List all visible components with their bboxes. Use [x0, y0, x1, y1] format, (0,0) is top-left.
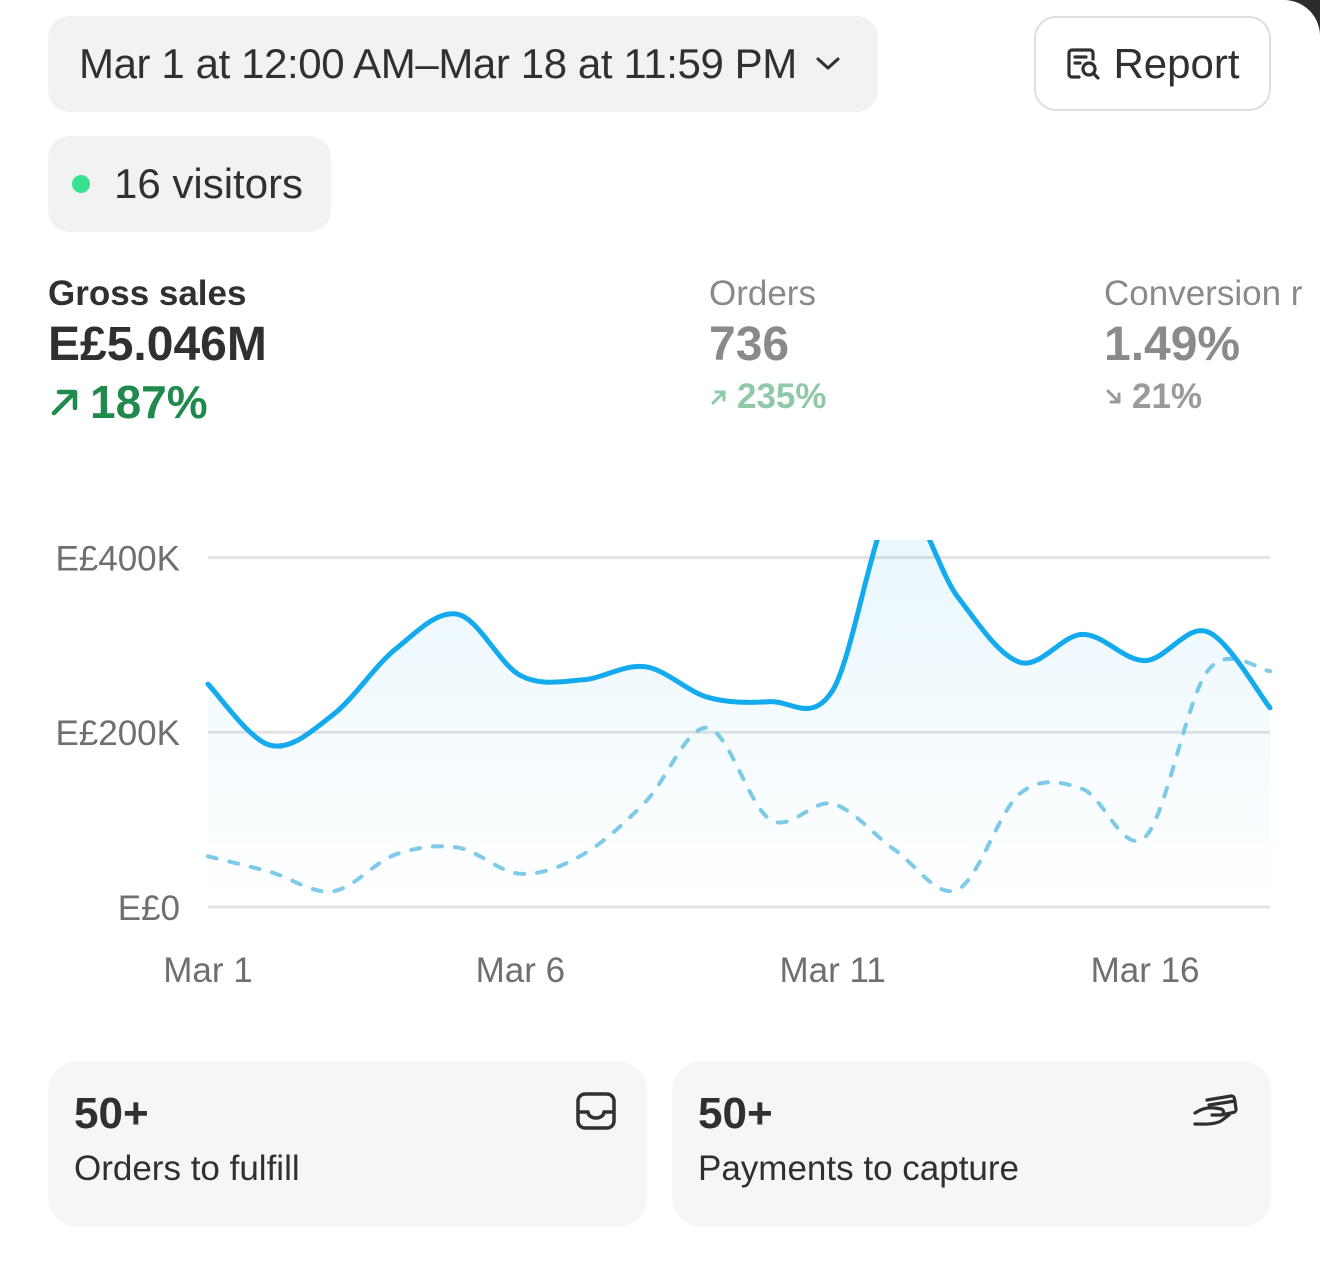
report-label: Report	[1113, 39, 1240, 87]
orders-to-fulfill-tile[interactable]: 50+ Orders to fulfill	[48, 1061, 647, 1227]
series-line-current	[205, 540, 1273, 749]
metric-label: Conversion r	[1104, 274, 1303, 313]
arrow-up-right-icon	[709, 387, 729, 407]
y-tick-label: E£200K	[55, 714, 180, 753]
x-tick-label: Mar 1	[163, 951, 252, 990]
live-status-dot	[72, 175, 90, 193]
arrow-up-right-icon	[48, 385, 82, 419]
report-button[interactable]: Report	[1034, 16, 1271, 111]
metric-delta-value: 187%	[90, 376, 208, 428]
metric-value: 1.49%	[1104, 318, 1241, 371]
tile-count: 50+	[698, 1089, 773, 1138]
live-visitors-button[interactable]: 16 visitors	[48, 136, 331, 232]
metric-label: Orders	[709, 274, 816, 313]
metric-delta: 235%	[709, 374, 827, 420]
metric-value: E£5.046M	[48, 318, 267, 371]
tile-caption: Orders to fulfill	[74, 1149, 300, 1188]
metric-label: Gross sales	[48, 274, 247, 313]
metric-conversion-rate[interactable]: Conversion r 1.49% 21%	[1104, 272, 1302, 420]
report-search-icon	[1065, 46, 1101, 82]
metric-delta: 21%	[1104, 374, 1302, 420]
metric-orders[interactable]: Orders 736 235%	[709, 272, 827, 420]
metric-delta-value: 235%	[737, 377, 827, 416]
tile-caption: Payments to capture	[698, 1149, 1019, 1188]
metric-gross-sales[interactable]: Gross sales E£5.046M 187%	[48, 272, 267, 430]
y-tick-label: E£0	[118, 889, 180, 928]
metric-delta: 187%	[48, 374, 267, 430]
x-tick-label: Mar 11	[780, 951, 886, 990]
tile-count: 50+	[74, 1089, 149, 1138]
x-tick-label: Mar 16	[1091, 951, 1200, 990]
date-range-picker[interactable]: Mar 1 at 12:00 AM–Mar 18 at 11:59 PM	[48, 16, 878, 112]
arrow-down-right-icon	[1104, 387, 1124, 407]
sales-line-chart[interactable]: E£0 E£200K E£400K Mar 1 Mar 6 Mar 11 Mar 16	[0, 540, 1320, 1010]
x-tick-label: Mar 6	[476, 951, 565, 990]
series-area	[208, 540, 1270, 907]
metric-delta-value: 21%	[1132, 377, 1203, 416]
chevron-down-icon	[815, 56, 841, 72]
visitors-label: 16 visitors	[114, 160, 304, 207]
inbox-icon	[575, 1091, 617, 1131]
hand-card-icon	[1191, 1091, 1241, 1131]
payments-to-capture-tile[interactable]: 50+ Payments to capture	[672, 1061, 1271, 1227]
date-range-label: Mar 1 at 12:00 AM–Mar 18 at 11:59 PM	[79, 40, 797, 87]
metric-value: 736	[709, 318, 790, 371]
y-tick-label: E£400K	[55, 540, 180, 578]
